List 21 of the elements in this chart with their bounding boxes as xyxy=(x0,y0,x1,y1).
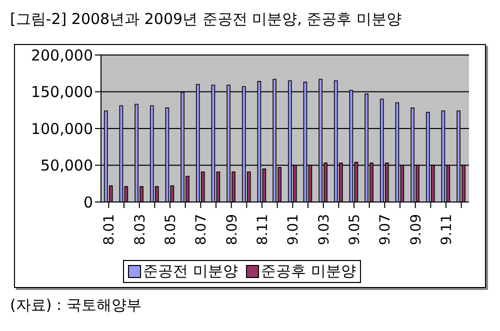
x-tick-label: 9.11 xyxy=(438,214,455,246)
x-tick-label: 9.03 xyxy=(316,214,332,246)
x-tick-label: 9.05 xyxy=(346,214,363,246)
x-tick-label: 8.09 xyxy=(224,214,240,246)
x-tick-label: 8.11 xyxy=(254,214,271,246)
x-tick-label: 9.07 xyxy=(378,214,394,246)
x-tick-label: 9.01 xyxy=(286,214,302,246)
x-tick-label: 8.01 xyxy=(102,214,118,246)
x-tick-label: 8.05 xyxy=(162,214,179,246)
text: (자료) : 국토해양부 xyxy=(9,296,142,315)
legend-label: 준공후 미분양 xyxy=(260,262,356,281)
legend-label: 준공전 미분양 xyxy=(142,262,238,281)
y-tick-label: 150,000 xyxy=(30,83,93,102)
x-tick-label: 9.09 xyxy=(408,214,424,246)
y-tick-label: 0 xyxy=(83,193,93,212)
y-tick-label: 50,000 xyxy=(40,156,93,175)
x-tick-label: 8.07 xyxy=(194,214,210,246)
x-tick-label: 8.03 xyxy=(132,214,148,246)
y-tick-label: 200,000 xyxy=(30,46,93,64)
y-tick-label: 100,000 xyxy=(30,120,93,138)
chart-title: [그림-2] 2008년과 2009년 준공전 미분양, 준공후 미분양 xyxy=(9,9,402,30)
